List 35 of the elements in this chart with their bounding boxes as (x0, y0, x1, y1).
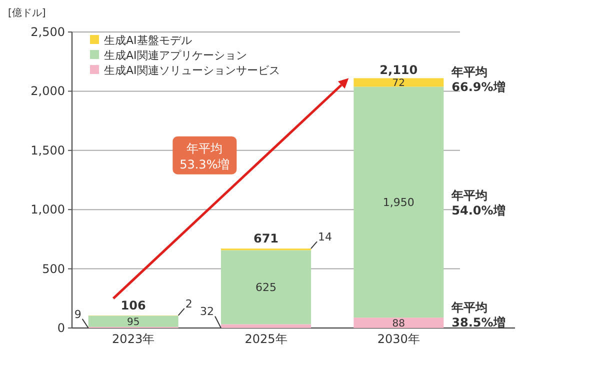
y-tick-label: 1,500 (30, 143, 65, 158)
data-label: 72 (392, 78, 406, 89)
bar (354, 86, 444, 318)
legend-label: 生成AI関連アプリケーション (104, 49, 247, 62)
bar (221, 324, 311, 328)
bar (88, 316, 178, 327)
y-tick-label: 500 (42, 262, 65, 276)
data-label: 88 (392, 318, 406, 330)
bar (354, 78, 444, 87)
legend-label: 生成AI基盤モデル (104, 34, 192, 47)
y-axis-title: [億ドル] (8, 7, 46, 19)
annotation: 年平均 53.3%増 (180, 141, 230, 172)
x-tick-label: 2030年 (377, 332, 420, 346)
data-label: 625 (256, 281, 276, 294)
total-label: 2,110 (380, 63, 418, 78)
data-label: 14 (318, 230, 332, 244)
data-label: 95 (126, 316, 140, 328)
legend-label: 生成AI関連ソリューションサービス (104, 64, 280, 77)
x-tick-label: 2025年 (244, 332, 288, 346)
data-label: 9 (74, 308, 82, 321)
y-tick-label: 1,000 (30, 202, 65, 217)
total-label: 106 (120, 298, 146, 312)
bar (354, 318, 444, 328)
annotation: 年平均 54.0%増 (450, 188, 506, 218)
annotation: 年平均 38.5%増 (450, 300, 506, 330)
y-tick-label: 0 (57, 321, 65, 335)
bar (221, 250, 311, 324)
annotation: 年平均 66.9%増 (450, 65, 506, 94)
x-tick-label: 2023年 (112, 332, 155, 346)
total-label: 671 (253, 232, 279, 246)
y-tick-label: 2,000 (30, 84, 65, 98)
data-label: 32 (200, 305, 214, 318)
y-tick-label: 2,500 (30, 25, 65, 39)
data-label: 1,950 (382, 196, 414, 210)
data-label: 2 (185, 297, 192, 310)
